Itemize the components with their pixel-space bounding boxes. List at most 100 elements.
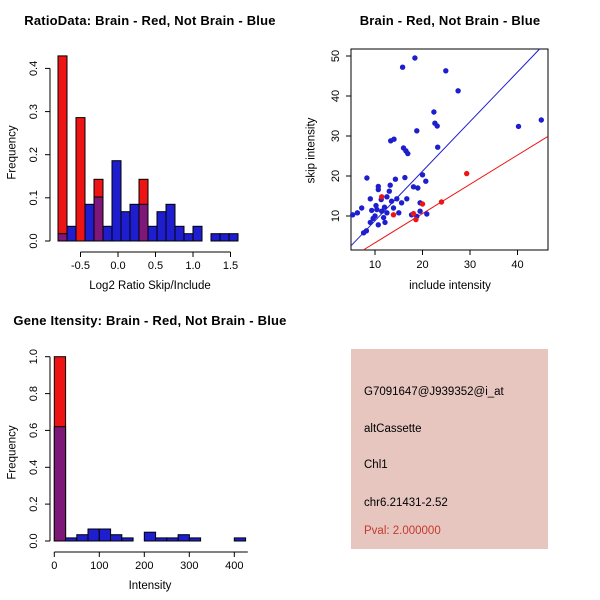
data-point-blue [455,88,461,94]
gene-intensity-histogram-plot: 0.0 0.2 0.4 0.6 0.8 1.0 0 100 200 300 400 [28,349,248,572]
data-point-red [438,199,445,205]
splice-type-text: altCassette [364,423,422,435]
intensity-scatter-plot: 10 20 30 40 50 10 20 30 40 [330,48,549,271]
scatter-title: Brain - Red, Not Brain - Blue [359,13,541,28]
data-point-blue [424,211,430,217]
hist-bar-blue [66,225,77,242]
tick-label: 30 [330,130,342,142]
hist-bar-blue [121,537,134,542]
data-point-blue [388,198,395,204]
tick-label: 100 [90,560,108,572]
hist-bar-overlap [138,203,149,242]
y-axis-label: skip intensity [305,117,318,184]
tick-label: 0 [51,560,57,572]
data-point-blue [350,212,356,218]
data-point-red [413,216,419,223]
tick-label: 0.0 [28,533,40,548]
data-point-blue [384,194,390,200]
hist-bar-blue [228,233,239,242]
data-point-blue [410,184,417,190]
hist-bar-red [57,55,68,242]
data-point-blue [423,178,429,184]
data-point-red [419,201,426,207]
data-point-blue [414,128,420,134]
data-point-blue [443,68,449,74]
hist-bar-overlap [53,426,67,542]
tick-label: 0.2 [28,496,40,511]
data-point-blue [394,196,400,202]
hist-bar-blue [143,531,157,542]
hist-bar-blue [165,203,176,242]
tick-label: 300 [180,560,198,572]
panel-gene-info: G7091647@J939352@i_at altCassette Chl1 c… [300,300,600,600]
tick-label: 40 [511,259,523,271]
hist-bar-blue [76,534,89,542]
tick-label: 200 [135,560,153,572]
tick-label: -0.5 [71,260,90,272]
tick-label: 0.8 [28,386,40,401]
hist-bar-blue [156,211,167,242]
data-point-blue [380,214,387,221]
hist-bar-blue [98,528,112,542]
data-point-red [379,194,385,200]
data-point-blue [405,150,411,157]
data-point-blue [387,182,393,188]
data-point-blue [392,176,399,182]
hist-bar-blue [129,203,140,242]
data-point-blue [370,215,376,222]
hist-bar-blue [111,160,122,242]
panel-gene-intensity-histogram: 0.0 0.2 0.4 0.6 0.8 1.0 0 100 200 300 400 Gene Ite… [0,300,300,600]
tick-label: 50 [330,50,342,62]
data-point-blue [412,55,418,61]
hist-bar-blue [102,225,113,242]
data-point-blue [434,123,440,129]
x-axis-label: include intensity [409,280,491,292]
hist-bar-blue [166,537,179,542]
plot-box [350,48,549,251]
hist-bar-blue [65,537,78,542]
tick-label: 0.4 [28,460,40,475]
tick-label: 10 [330,210,342,222]
hist-bar-blue [87,528,100,542]
data-point-red [464,170,470,177]
data-point-red [390,212,397,218]
data-point-blue [354,210,361,216]
data-point-blue [375,183,381,190]
tick-label: 0.2 [28,147,40,162]
data-point-blue [396,210,402,216]
hist-bar-blue [210,233,221,242]
data-point-blue [431,109,437,115]
hist-bar-blue [188,537,202,542]
y-axis-label: Frequency [6,425,19,480]
tick-label: 0.4 [28,61,40,76]
tick-label: 1.5 [223,260,238,272]
data-point-blue [391,136,397,142]
tick-label: 0.1 [28,190,40,205]
ratio-histogram-title: RatioData: Brain - Red, Not Brain - Blue [24,13,276,28]
tick-label: 0.6 [28,423,40,438]
panel-ratio-histogram: 0.0 0.1 0.2 0.3 0.4 -0.5 0.0 0.5 1.0 1.5 RatioDat… [0,0,300,300]
x-axis-label: Log2 Ratio Skip/Include [89,280,211,292]
data-point-blue [417,208,423,214]
data-point-blue [379,208,385,214]
data-point-blue [367,219,373,226]
data-point-blue [435,144,441,150]
data-point-blue [367,196,373,202]
tick-label: 20 [416,259,428,271]
data-point-blue [364,175,370,181]
hist-bar-blue [233,537,247,542]
data-point-blue [363,228,370,234]
tick-label: 1.0 [185,260,200,272]
hist-bar-blue [219,233,230,242]
hist-bar-blue [177,534,190,542]
data-point-red [410,210,417,217]
data-point-blue [373,202,379,209]
hist-bar-overlap [57,233,68,242]
regression-line-blue [350,48,540,247]
pval-text: Pval: 2.000000 [364,525,441,537]
hist-bar-red [75,117,86,242]
tick-label: 0.3 [28,104,40,119]
data-point-blue [381,204,388,210]
data-point-blue [359,205,365,211]
